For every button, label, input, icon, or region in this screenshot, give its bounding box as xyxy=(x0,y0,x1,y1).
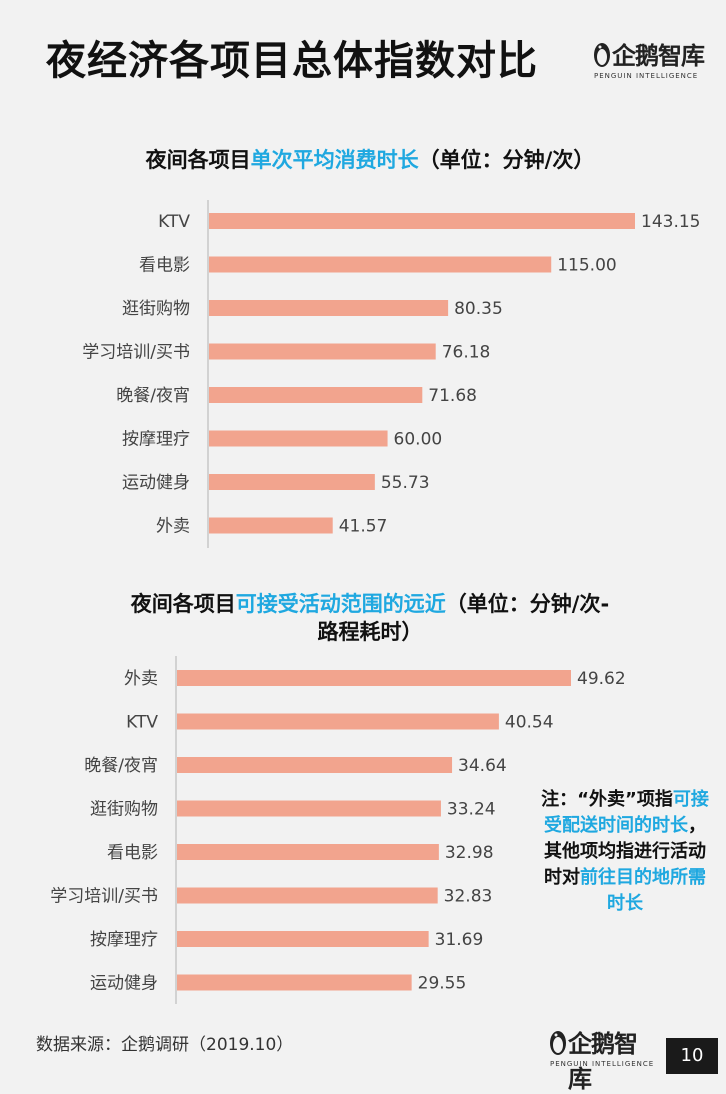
bar-1-5 xyxy=(177,887,438,904)
bottom-chart-title-line2: 路程耗时） xyxy=(317,620,423,644)
category-label: 学习培训/买书 xyxy=(82,343,190,363)
category-label: 晚餐/夜宵 xyxy=(84,756,158,776)
logo-bottom: 企鹅智库 PENGUIN INTELLIGENCE xyxy=(546,1024,658,1093)
bar-0-1 xyxy=(209,256,552,273)
value-label: 29.55 xyxy=(418,974,467,994)
value-label: 115.00 xyxy=(557,256,616,276)
bottom-chart-title-highlight: 可接受活动范围的远近 xyxy=(235,592,446,616)
category-label: 逛街购物 xyxy=(90,800,158,820)
logo-top: 企鹅智库 PENGUIN INTELLIGENCE xyxy=(592,36,705,88)
value-label: 76.18 xyxy=(442,343,491,363)
bar-1-1 xyxy=(177,713,499,730)
category-label: 看电影 xyxy=(139,256,190,276)
value-label: 41.57 xyxy=(339,517,388,537)
bar-1-6 xyxy=(177,931,429,947)
bar-1-2 xyxy=(177,757,453,773)
category-label: 按摩理疗 xyxy=(90,930,158,950)
bar-0-6 xyxy=(209,474,375,490)
note-part1: 注：“外卖”项指 xyxy=(541,789,673,810)
value-label: 31.69 xyxy=(435,930,484,950)
category-label: 看电影 xyxy=(107,843,158,863)
penguin-icon xyxy=(550,1031,566,1055)
category-label: 运动健身 xyxy=(90,974,158,994)
page-title: 夜经济各项目总体指数对比 xyxy=(46,38,538,84)
value-label: 80.35 xyxy=(454,299,503,319)
bottom-chart-title: 夜间各项目可接受活动范围的远近（单位：分钟/次- 路程耗时） xyxy=(40,590,700,646)
category-label: 学习培训/买书 xyxy=(50,887,158,907)
bar-0-4 xyxy=(209,387,423,403)
category-label: 外卖 xyxy=(156,517,190,537)
category-label: KTV xyxy=(126,713,158,733)
bar-0-2 xyxy=(209,300,449,316)
value-label: 143.15 xyxy=(641,212,700,232)
bar-0-7 xyxy=(209,517,333,534)
category-label: KTV xyxy=(158,212,190,232)
bottom-chart-title-plain: 夜间各项目 xyxy=(130,592,236,616)
value-label: 49.62 xyxy=(577,669,626,689)
bar-0-3 xyxy=(209,343,436,360)
bar-1-3 xyxy=(177,800,441,817)
value-label: 32.98 xyxy=(445,843,494,863)
category-label: 晚餐/夜宵 xyxy=(116,386,190,406)
logo-subtitle: PENGUIN INTELLIGENCE xyxy=(550,1060,655,1068)
value-label: 32.83 xyxy=(444,887,493,907)
page-number: 10 xyxy=(666,1038,718,1074)
top-chart-title: 夜间各项目单次平均消费时长（单位：分钟/次） xyxy=(40,146,700,174)
category-label: 运动健身 xyxy=(122,473,190,493)
penguin-icon xyxy=(594,43,610,67)
value-label: 33.24 xyxy=(447,800,496,820)
top-chart-title-highlight: 单次平均消费时长 xyxy=(250,148,419,172)
value-label: 40.54 xyxy=(505,713,554,733)
category-label: 外卖 xyxy=(124,669,158,689)
bar-1-0 xyxy=(177,670,571,686)
category-label: 逛街购物 xyxy=(122,299,190,319)
value-label: 55.73 xyxy=(381,473,430,493)
chart-note: 注：“外卖”项指可接受配送时间的时长，其他项均指进行活动时对前往目的地所需时长 xyxy=(541,787,709,917)
logo-subtitle: PENGUIN INTELLIGENCE xyxy=(594,72,699,80)
value-label: 60.00 xyxy=(394,430,443,450)
note-part3: ，其他项均指进行活动时对 xyxy=(544,815,706,888)
data-source: 数据来源：企鹅调研（2019.10） xyxy=(36,1035,294,1055)
note-highlight-1: 可接受配送时间的时长 xyxy=(544,789,709,836)
note-highlight-2: 前往目的地所需时长 xyxy=(580,867,706,914)
value-label: 34.64 xyxy=(458,756,507,776)
top-chart-title-suffix: （单位：分钟/次） xyxy=(418,148,595,172)
bar-0-5 xyxy=(209,430,388,447)
category-label: 按摩理疗 xyxy=(122,430,190,450)
value-label: 71.68 xyxy=(428,386,477,406)
bottom-chart-title-suffix: （单位：分钟/次- xyxy=(445,592,610,616)
logo-name: 企鹅智库 xyxy=(568,1030,638,1093)
logo-name: 企鹅智库 xyxy=(612,42,705,70)
bar-1-7 xyxy=(177,974,412,991)
bar-1-4 xyxy=(177,844,439,860)
top-chart-title-plain: 夜间各项目 xyxy=(145,148,251,172)
bar-0-0 xyxy=(209,213,635,229)
